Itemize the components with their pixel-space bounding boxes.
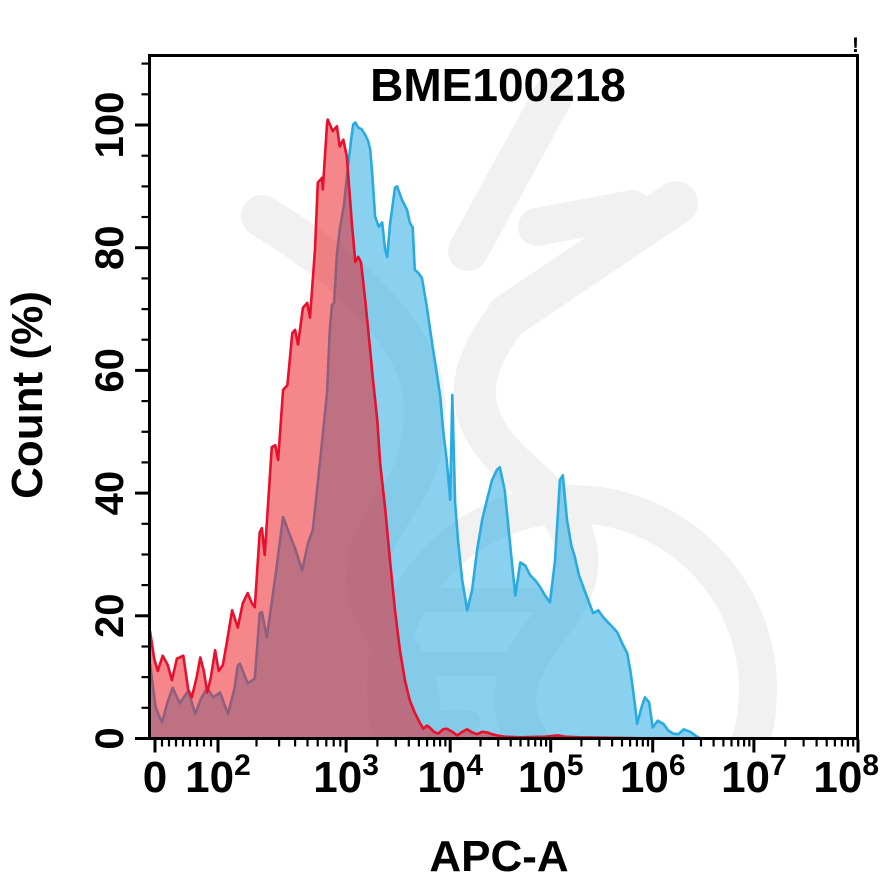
x-tick-label: 102	[185, 749, 251, 802]
x-axis-title: APC-A	[429, 832, 568, 881]
chart-title: BME100218	[370, 59, 626, 111]
y-tick-label: 40	[88, 471, 132, 515]
y-tick-label: 100	[88, 92, 132, 159]
histogram-series-layer	[150, 118, 701, 738]
x-tick-label: 106	[620, 749, 686, 802]
x-tick-label: 108	[813, 749, 879, 802]
y-tick-labels: 0 20 40 60 80 100	[88, 92, 132, 750]
x-tick-label: 105	[518, 749, 584, 802]
red-histogram-outline	[150, 118, 660, 738]
x-tick-label: 104	[417, 749, 483, 802]
x-tick-labels: 0 102 103 104 105 106 107 108	[143, 749, 879, 802]
y-tick-label: 60	[88, 348, 132, 393]
y-tick-label: 0	[88, 727, 132, 749]
red-histogram-fill	[150, 119, 627, 738]
exclamation-artifact: !	[852, 34, 859, 57]
axis-tick-marks	[135, 62, 860, 753]
x-tick-label: 0	[143, 753, 167, 802]
y-tick-label: 80	[88, 225, 132, 270]
x-tick-label: 107	[721, 749, 787, 802]
y-axis-title: Count (%)	[3, 291, 52, 499]
plot-frame	[148, 54, 859, 740]
x-tick-label: 103	[313, 749, 379, 802]
y-tick-label: 20	[88, 594, 132, 639]
